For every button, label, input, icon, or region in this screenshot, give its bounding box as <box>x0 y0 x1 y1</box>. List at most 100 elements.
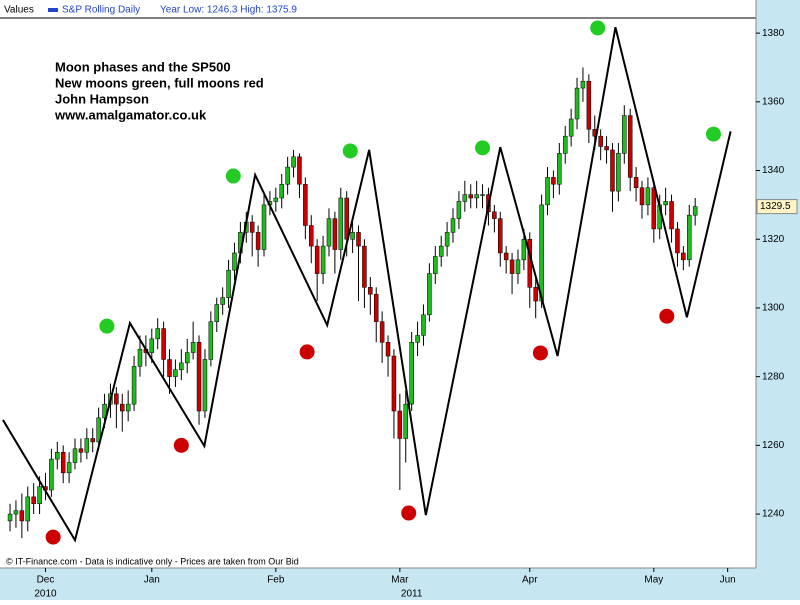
candle-body <box>96 417 101 443</box>
last-price-label: 1329.5 <box>760 201 791 212</box>
candle-body <box>515 259 521 274</box>
candle-body <box>66 462 72 474</box>
candle-body <box>574 87 580 120</box>
candle-body <box>55 451 60 460</box>
candle-body <box>332 218 338 250</box>
candle-body <box>645 187 651 206</box>
candle-body <box>610 149 615 192</box>
candle-body <box>639 187 645 206</box>
candle-body <box>397 410 403 439</box>
candle-body <box>356 232 361 247</box>
candle-body <box>78 448 84 453</box>
candle-body <box>72 448 78 463</box>
candle-body <box>31 496 36 505</box>
series-name: S&P Rolling Daily <box>62 5 140 16</box>
candle-body <box>131 366 137 405</box>
candle-body <box>468 194 473 199</box>
candle-body <box>616 153 621 192</box>
candle-body <box>462 194 468 202</box>
candle-body <box>427 273 432 316</box>
candle-body <box>137 348 143 367</box>
annotation: New moons green, full moons red <box>55 75 264 90</box>
year-label: 2011 <box>401 589 423 600</box>
moon-dot <box>173 437 189 453</box>
candle-body <box>37 486 42 505</box>
candle-body <box>421 314 426 336</box>
y-tick-label: 1300 <box>762 303 785 314</box>
candle-body <box>184 352 190 364</box>
plot-area <box>0 0 756 568</box>
candle-body <box>7 513 13 522</box>
candle-body <box>297 156 302 185</box>
y-tick-label: 1280 <box>762 371 785 382</box>
candle-body <box>663 201 668 206</box>
candle-body <box>362 245 367 288</box>
candle-body <box>84 438 90 453</box>
candle-body <box>598 135 603 147</box>
candle-body <box>232 252 237 271</box>
candle-body <box>545 177 550 206</box>
candle-body <box>539 204 544 302</box>
candle-body <box>533 287 538 302</box>
x-tick-label: May <box>644 575 663 586</box>
candle-body <box>627 115 633 178</box>
range-text: Year Low: 1246.3 High: 1375.9 <box>160 5 297 16</box>
x-tick-label: Jun <box>720 575 736 586</box>
candle-body <box>344 197 349 240</box>
candle-body <box>456 201 462 219</box>
candle-body <box>557 153 562 185</box>
candle-body <box>580 80 586 89</box>
header-label: Values <box>4 5 34 16</box>
candle-body <box>60 451 66 474</box>
candle-body <box>179 362 184 371</box>
moon-dot <box>590 20 606 36</box>
candle-body <box>373 293 379 322</box>
candle-body <box>498 218 503 254</box>
candle-body <box>480 194 485 196</box>
candle-body <box>102 403 107 419</box>
candle-body <box>444 232 450 247</box>
y-tick-label: 1340 <box>762 165 785 176</box>
candle-body <box>521 238 527 261</box>
moon-dot <box>299 344 315 360</box>
candle-body <box>320 245 326 274</box>
candle-body <box>220 297 225 305</box>
year-label: 2010 <box>34 589 57 600</box>
x-tick-label: Mar <box>391 575 409 586</box>
candle-body <box>385 342 391 357</box>
candle-body <box>681 252 686 261</box>
moon-dot <box>659 308 675 324</box>
candle-body <box>261 204 267 250</box>
candle-body <box>551 177 556 185</box>
x-tick-label: Apr <box>522 575 538 586</box>
candle-body <box>249 221 255 233</box>
candle-body <box>350 232 355 240</box>
candle-body <box>285 166 290 185</box>
footer: © IT-Finance.com - Data is indicative on… <box>6 556 299 566</box>
y-tick-label: 1360 <box>762 96 785 107</box>
candle-body <box>190 342 196 353</box>
candle-body <box>214 304 220 322</box>
candle-body <box>208 321 214 360</box>
candle-body <box>279 184 284 199</box>
candle-body <box>196 342 202 412</box>
candle-body <box>562 135 568 154</box>
candle-body <box>303 184 308 226</box>
moon-dot <box>342 143 358 159</box>
annotation: www.amalgamator.co.uk <box>54 107 207 122</box>
candle-body <box>474 194 479 199</box>
candle-body <box>675 228 680 254</box>
candle-body <box>155 328 160 340</box>
candle-body <box>202 359 208 412</box>
moon-dot <box>45 529 61 545</box>
candle-body <box>291 156 296 168</box>
candle-body <box>255 232 261 250</box>
candle-body <box>49 458 54 491</box>
candle-body <box>692 206 698 216</box>
y-tick-label: 1380 <box>762 28 785 39</box>
candle-body <box>173 369 178 377</box>
candle-body <box>226 269 231 298</box>
candle-body <box>687 214 692 261</box>
y-tick-label: 1260 <box>762 440 785 451</box>
moon-dot <box>475 140 491 156</box>
